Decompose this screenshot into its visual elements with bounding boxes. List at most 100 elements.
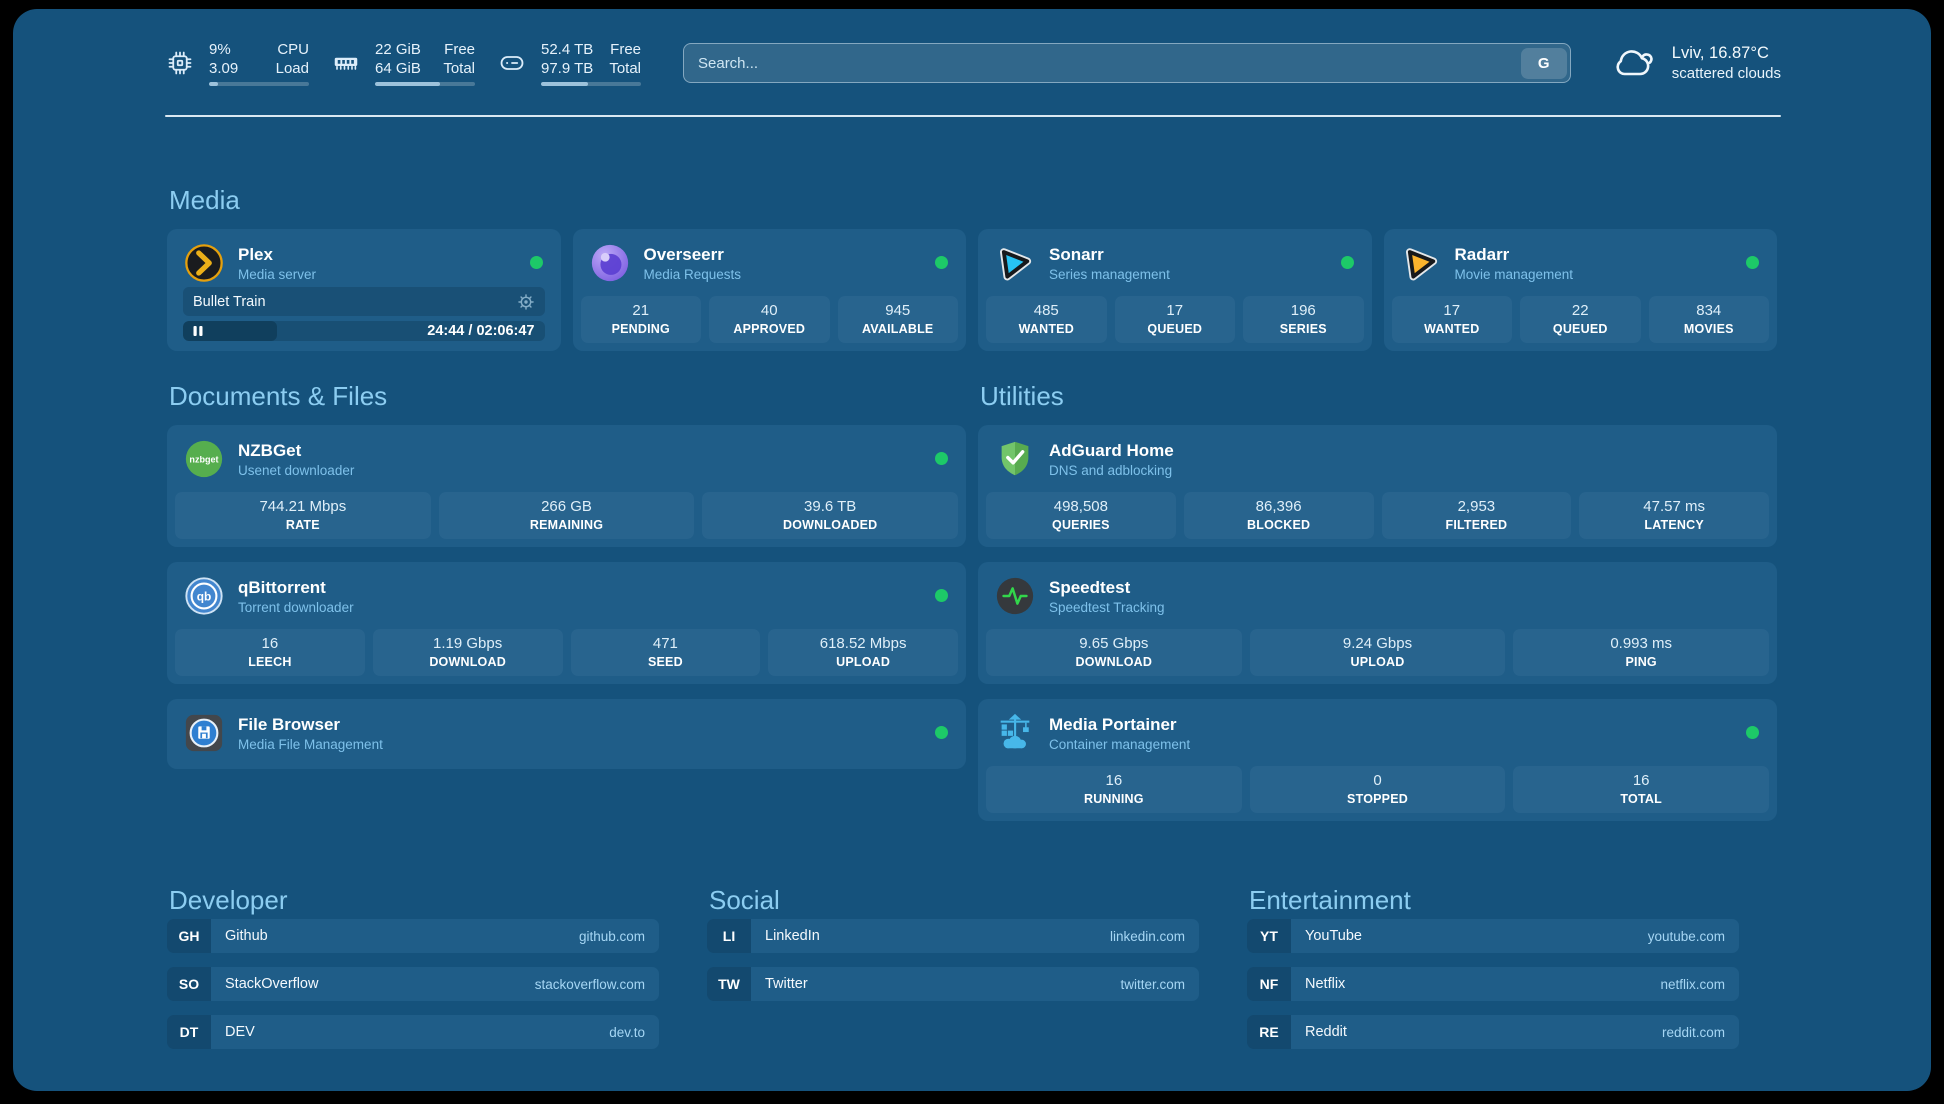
system-stats: 9% CPU 3.09 Load 22 GiB Free 64 GiB Total 52… [165, 40, 641, 86]
search-input[interactable] [684, 54, 1521, 72]
service-name: Plex [238, 244, 273, 264]
service-stats: 16 LEECH 1.19 Gbps DOWNLOAD 471 SEED 618… [175, 629, 958, 676]
bookmark-link[interactable]: RE Reddit reddit.com [1247, 1015, 1739, 1049]
bookmark-name: Reddit [1305, 1024, 1347, 1040]
stat-tile: 485 WANTED [986, 296, 1107, 343]
service-description: Series management [1049, 266, 1170, 282]
service-description: Speedtest Tracking [1049, 599, 1165, 615]
stat-label: PENDING [611, 322, 670, 336]
bookmark-link[interactable]: DT DEV dev.to [167, 1015, 659, 1049]
now-playing-title: Bullet Train [193, 293, 266, 310]
service-stats: 744.21 Mbps RATE 266 GB REMAINING 39.6 T… [175, 492, 959, 539]
bookmark-url: github.com [578, 928, 645, 944]
service-name: Speedtest [1049, 577, 1131, 597]
bookmark-link[interactable]: YT YouTube youtube.com [1247, 919, 1739, 953]
plex-icon [183, 242, 225, 284]
service-card[interactable]: Overseerr Media Requests 21 PENDING 40 A… [572, 229, 966, 351]
svg-text:qb: qb [197, 589, 212, 603]
stat-value: 17 [1166, 302, 1184, 319]
bookmark-name: Twitter [765, 976, 808, 992]
service-stats: 498,508 QUERIES 86,396 BLOCKED 2,953 FIL… [986, 492, 1769, 539]
section-title: Developer [169, 885, 288, 915]
bookmark-abbr: RE [1247, 1015, 1291, 1049]
session-settings-icon [517, 293, 535, 311]
status-dot [935, 726, 948, 739]
stat-label: WANTED [1424, 322, 1480, 336]
bookmark-link[interactable]: GH Github github.com [167, 919, 659, 953]
service-card[interactable]: Radarr Movie management 17 WANTED 22 QUE… [1383, 229, 1777, 351]
bookmark-name: StackOverflow [225, 976, 319, 992]
stat-value: 86,396 [1255, 498, 1302, 515]
stat-label: WANTED [1018, 322, 1074, 336]
stat-value: 3.09 [209, 60, 239, 77]
stat-value: 21 [632, 302, 650, 319]
stat-value: 0 [1373, 772, 1382, 789]
stat-label: FILTERED [1445, 518, 1508, 532]
service-card[interactable]: Plex Media server Bullet Train 24:44 / 0… [167, 229, 561, 351]
stat-tile: 471 SEED [570, 629, 761, 676]
status-dot [935, 589, 948, 602]
service-card[interactable]: nzbget NZBGet Usenet downloader 744.21 M… [167, 425, 966, 547]
service-description: DNS and adblocking [1049, 462, 1173, 478]
service-card[interactable]: Sonarr Series management 485 WANTED 17 Q… [978, 229, 1372, 351]
bookmark-link[interactable]: SO StackOverflow stackoverflow.com [167, 967, 659, 1001]
stat-label: PING [1625, 655, 1657, 669]
stat-tile: 498,508 QUERIES [986, 492, 1176, 539]
service-card[interactable]: File Browser Media File Management [167, 699, 966, 769]
usage-bar [375, 82, 475, 86]
stat-label: Total [443, 60, 475, 77]
service-card[interactable]: Media Portainer Container management 16 … [978, 699, 1777, 821]
stat-value: 16 [1105, 772, 1123, 789]
stat-tile: 0.993 ms PING [1513, 629, 1770, 676]
search-provider-button[interactable]: G [1520, 47, 1567, 79]
stat-label: DOWNLOAD [1075, 655, 1153, 669]
bookmark-abbr: DT [167, 1015, 211, 1049]
stat-label: APPROVED [733, 322, 806, 336]
adguard-icon [994, 438, 1036, 480]
stat-tile: 266 GB REMAINING [438, 492, 695, 539]
ram-icon [331, 48, 361, 78]
playback-time: 24:44 / 02:06:47 [427, 323, 535, 339]
dashboard: 9% CPU 3.09 Load 22 GiB Free 64 GiB Total 52… [13, 9, 1931, 1091]
bookmark-url: linkedin.com [1109, 928, 1185, 944]
bookmark-link[interactable]: TW Twitter twitter.com [707, 967, 1199, 1001]
stat-label: REMAINING [529, 518, 604, 532]
stat-tile: 16 RUNNING [986, 766, 1242, 813]
service-description: Media File Management [238, 736, 383, 752]
bookmarks: Developer GH Github github.com SO StackO… [167, 885, 1739, 1049]
stat-tile: 86,396 BLOCKED [1183, 492, 1374, 539]
stat-tile: 22 QUEUED [1520, 296, 1641, 343]
stat-value: 945 [885, 302, 911, 319]
stat-value: 471 [652, 635, 678, 652]
service-description: Media Requests [643, 266, 742, 282]
section-title: Media [169, 185, 240, 215]
section-media: Media Plex Media server Bullet Train 24:… [167, 185, 1777, 351]
stat-label: AVAILABLE [862, 322, 934, 336]
bookmark-url: twitter.com [1120, 976, 1185, 992]
stat-label: LEECH [248, 655, 292, 669]
stat-label: LATENCY [1644, 518, 1704, 532]
service-name: Radarr [1454, 244, 1510, 264]
stat-label: Free [610, 41, 641, 58]
stat-label: STOPPED [1347, 792, 1408, 806]
stat-tile: 21 PENDING [580, 296, 701, 343]
system-stat: 22 GiB Free 64 GiB Total [331, 40, 475, 86]
stat-value: 52.4 TB [541, 41, 594, 58]
cloud-icon [1611, 43, 1659, 83]
usage-bar-fill [541, 82, 588, 86]
bookmark-link[interactable]: NF Netflix netflix.com [1247, 967, 1739, 1001]
section-utilities: Utilities AdGuard Home DNS and adblockin… [978, 381, 1777, 821]
stat-value: 22 [1571, 302, 1589, 319]
usage-bar [541, 82, 641, 86]
status-dot [529, 256, 543, 269]
section-title: Utilities [980, 381, 1064, 411]
service-card[interactable]: AdGuard Home DNS and adblocking 498,508 … [978, 425, 1777, 547]
stat-value: 17 [1443, 302, 1461, 319]
stat-value: 47.57 ms [1643, 498, 1705, 515]
bookmark-link[interactable]: LI LinkedIn linkedin.com [707, 919, 1199, 953]
bookmark-url: stackoverflow.com [534, 976, 645, 992]
service-card[interactable]: Speedtest Speedtest Tracking 9.65 Gbps D… [978, 562, 1777, 684]
filebrowser-icon [183, 712, 225, 754]
service-card[interactable]: qb qBittorrent Torrent downloader 16 LEE… [167, 562, 966, 684]
bookmark-abbr: YT [1247, 919, 1291, 953]
